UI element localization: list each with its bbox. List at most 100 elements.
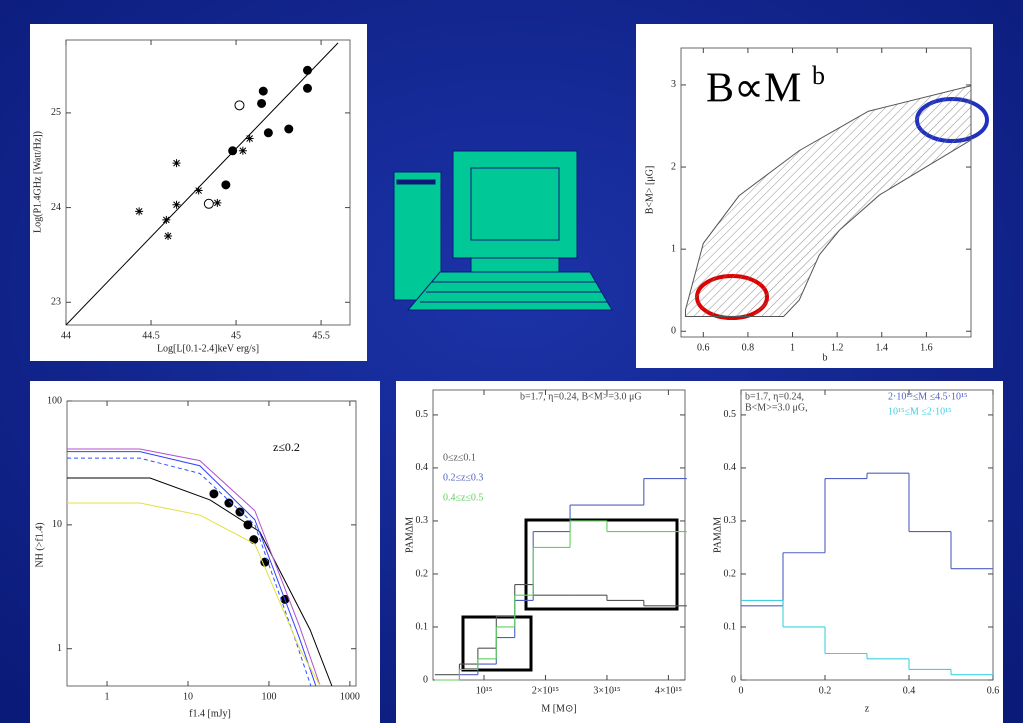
line — [67, 502, 321, 686]
point — [284, 124, 294, 134]
y-tick-label: 0.1 — [724, 621, 737, 632]
panel — [30, 381, 380, 723]
x-tick-label: 3×10¹⁵ — [593, 685, 620, 696]
y-axis-label: Log(P1.4GHz [Watt/Hz]) — [32, 131, 43, 233]
x-tick-label: 1 — [105, 691, 110, 702]
chart: 10¹⁵ 2×10¹⁵ 3×10¹⁵ 4×10¹⁵ 0 0.1 0.2 0.3 0.4 0.5 M … — [404, 389, 687, 714]
point — [172, 159, 181, 168]
x-tick-label: 44.5 — [142, 330, 160, 341]
legend-entry: 10¹⁵≤M ≤2·10¹⁵ — [888, 406, 952, 417]
chart: 0 0.2 0.4 0.6 0 0.1 0.2 0.3 0.4 0.5 z PAMΔM b=1.7, η… — [712, 389, 1000, 714]
chart: 44 44.5 45 45.5 23 24 25 Log[L[0.1-2.4]keV erg/… — [32, 39, 351, 354]
point — [263, 128, 273, 138]
line — [67, 457, 312, 686]
point — [238, 146, 247, 155]
y-tick-label: 3 — [671, 79, 676, 90]
x-tick-label: 1.2 — [831, 342, 844, 353]
point — [194, 186, 203, 195]
computer-icon — [393, 150, 613, 311]
x-tick-label: 1 — [790, 342, 795, 353]
x-tick-label: 0.6 — [987, 685, 1000, 696]
chart-title: b=1.7, η=0.24, — [745, 391, 804, 402]
legend-entry: 0≤z≤0.1 — [443, 452, 476, 463]
plot-frame — [432, 389, 686, 681]
point — [258, 86, 268, 96]
legend-entry: 0.2≤z≤0.3 — [443, 472, 483, 483]
chart: 0.6 0.8 1 1.2 1.4 1.6 0 1 2 3 b B<M> [μG] B∝M b — [644, 47, 972, 363]
point — [260, 557, 270, 567]
point — [224, 498, 234, 508]
x-axis-label: Log[L[0.1-2.4]keV erg/s] — [157, 343, 259, 354]
point — [235, 507, 245, 517]
x-tick-label: 0 — [739, 685, 744, 696]
y-tick-label: 1 — [671, 243, 676, 254]
chart-title: b=1.7, η=0.24, B<M>=3.0 μG — [520, 391, 642, 402]
y-tick-label: 2 — [671, 161, 676, 172]
y-tick-label: 23 — [51, 297, 61, 308]
line — [67, 451, 317, 686]
annotation: z≤0.2 — [273, 440, 300, 454]
chart-title-superscript: b — [812, 61, 825, 90]
x-tick-label: 2×10¹⁵ — [532, 685, 559, 696]
legend-entry: 0.4≤z≤0.5 — [443, 492, 483, 503]
panel — [396, 381, 1003, 723]
x-tick-label: 0.6 — [697, 342, 710, 353]
y-tick-label: 0 — [671, 326, 676, 337]
y-tick-label: 0.3 — [724, 515, 737, 526]
line — [67, 448, 321, 686]
chart-title: B∝M — [706, 66, 801, 112]
y-tick-label: 25 — [51, 107, 61, 118]
x-tick-label: 0.4 — [903, 685, 916, 696]
point — [203, 198, 214, 209]
point — [172, 200, 181, 209]
point — [234, 100, 245, 111]
y-tick-label: 24 — [51, 202, 61, 213]
x-tick-label: 10 — [183, 691, 193, 702]
x-axis-label: M [M⊙] — [541, 703, 576, 714]
y-tick-label: 10 — [52, 519, 62, 530]
band — [684, 85, 972, 317]
y-tick-label: 0.3 — [416, 515, 429, 526]
y-axis-label: NH (>f1.4) — [34, 522, 45, 567]
point — [228, 146, 238, 156]
point — [221, 180, 231, 190]
point — [302, 65, 312, 75]
plot-frame — [680, 47, 972, 338]
x-tick-label: 1000 — [340, 691, 360, 702]
x-tick-label: 44 — [61, 330, 71, 341]
x-tick-label: 45.5 — [312, 330, 330, 341]
y-tick-label: 0.4 — [416, 462, 429, 473]
point — [164, 231, 173, 240]
point — [302, 83, 312, 93]
x-tick-label: 100 — [261, 691, 276, 702]
y-tick-label: 0 — [731, 674, 736, 685]
y-axis-label: PAMΔM — [404, 517, 415, 553]
y-tick-label: 0.5 — [416, 409, 429, 420]
x-tick-label: 10¹⁵ — [476, 685, 492, 696]
y-tick-label: 0.1 — [416, 621, 429, 632]
x-axis-label: f1.4 [mJy] — [189, 708, 231, 719]
point — [245, 134, 254, 143]
y-axis-label: B<M> [μG] — [644, 166, 655, 215]
point — [209, 489, 219, 499]
x-axis-label: z — [865, 703, 870, 714]
x-tick-label: 1.4 — [876, 342, 889, 353]
point — [213, 198, 222, 207]
y-tick-label: 0.4 — [724, 462, 737, 473]
y-tick-label: 0 — [423, 674, 428, 685]
line — [66, 42, 339, 325]
y-tick-label: 0.2 — [724, 568, 737, 579]
point — [135, 207, 144, 216]
y-tick-label: 0.2 — [416, 568, 429, 579]
point — [162, 215, 171, 224]
legend-entry: 2·10¹⁵≤M ≤4.5·10¹⁵ — [888, 391, 968, 402]
y-tick-label: 100 — [47, 395, 62, 406]
plot-frame — [740, 389, 994, 681]
point — [257, 98, 267, 108]
y-tick-label: 1 — [57, 643, 62, 654]
plot-frame — [65, 39, 351, 326]
x-tick-label: 0.2 — [819, 685, 832, 696]
chart: 1 10 100 1000 1 10 100 f1.4 [mJy] NH (>f1.4) z≤0.… — [34, 395, 360, 719]
